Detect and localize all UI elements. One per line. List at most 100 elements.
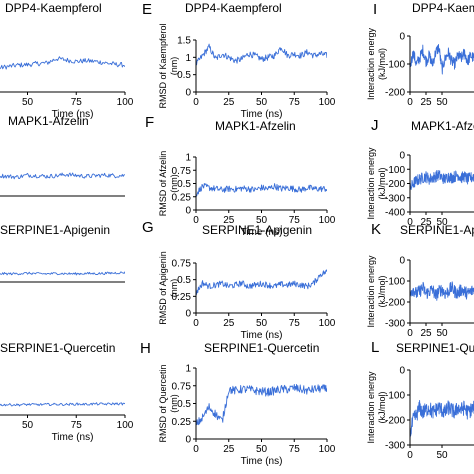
y-tick-label: 0	[399, 366, 405, 377]
panel-title: SERPINE1-Apigenin	[202, 223, 312, 237]
x-tick-label: 25	[223, 97, 235, 108]
x-tick-label: 50	[256, 318, 268, 329]
panel-4: 0 25 50 75 100 0 0.25 0.5 0.75 1 Time (ns) RMSD of …	[145, 114, 336, 238]
y-axis-label: Interaction energy(kJ/mol)	[366, 371, 387, 444]
x-tick-label: 25	[420, 328, 432, 339]
y-axis-label: Interaction energy(kJ/mol)	[366, 27, 387, 100]
x-tick-label: 0	[407, 328, 413, 339]
y-tick-label: 0	[399, 151, 405, 162]
x-tick-label: 50	[22, 97, 34, 108]
x-tick-label: 25	[420, 97, 432, 108]
y-tick-label: -100	[385, 60, 405, 71]
x-tick-label: 75	[289, 318, 301, 329]
series-line	[0, 271, 125, 276]
panel-title: SERPINE1-Querc	[396, 341, 474, 355]
y-axis-label: Interaction energy(kJ/mol)	[366, 147, 387, 220]
y-tick-label: -200	[385, 179, 405, 190]
x-tick-label: 50	[256, 444, 268, 455]
x-tick-label: 0	[193, 215, 199, 226]
series-line	[196, 43, 327, 66]
panel-letter: G	[142, 219, 154, 236]
series-line	[410, 281, 474, 301]
y-tick-label: -300	[385, 193, 405, 204]
panel-letter: F	[145, 114, 154, 131]
y-tick-label: 0.5	[177, 399, 191, 410]
panel-letter: K	[371, 221, 381, 238]
x-tick-label: 0	[407, 97, 413, 108]
y-tick-label: 0	[185, 309, 191, 320]
panel-title: SERPINE1-Api	[400, 223, 474, 237]
y-tick-label: -300	[385, 319, 405, 330]
y-tick-label: -100	[385, 277, 405, 288]
panel-title: MAPK1-Afzelin	[215, 119, 296, 133]
panel-10: 0 25 50 75 100 0 0.25 0.5 0.75 1 Time (ns) RMSD of …	[140, 340, 336, 467]
series-line	[410, 44, 474, 75]
x-tick-label: 50	[256, 97, 268, 108]
x-tick-label: 75	[289, 97, 301, 108]
y-tick-label: 0	[185, 206, 191, 217]
series-line	[196, 182, 327, 197]
panel-title: SERPINE1-Apigenin	[0, 223, 110, 237]
y-tick-label: -300	[385, 441, 405, 452]
series-line	[0, 402, 125, 407]
x-tick-label: 75	[289, 215, 301, 226]
y-tick-label: 1	[185, 364, 191, 375]
panel-letter: J	[371, 117, 379, 134]
y-tick-label: 0.25	[172, 192, 192, 203]
x-tick-label: 75	[71, 420, 83, 431]
x-tick-label: 0	[193, 318, 199, 329]
x-tick-label: 50	[436, 328, 448, 339]
panel-9: 50 75 100 Time (ns) SERPINE1-Quercetin	[0, 341, 134, 443]
x-tick-label: 0	[407, 450, 413, 461]
y-tick-label: 0.75	[172, 381, 192, 392]
x-tick-label: 100	[319, 215, 336, 226]
panel-title: MAPK1-Afzelin	[8, 114, 89, 128]
panel-letter: I	[373, 1, 377, 18]
x-tick-label: 25	[223, 318, 235, 329]
x-tick-label: 25	[223, 444, 235, 455]
y-tick-label: 1	[185, 153, 191, 164]
panel-6: SERPINE1-Apigenin	[0, 223, 125, 283]
panel-title: SERPINE1-Quercetin	[0, 341, 115, 355]
x-tick-label: 100	[117, 97, 134, 108]
y-tick-label: -400	[385, 208, 405, 219]
y-tick-label: -200	[385, 416, 405, 427]
y-tick-label: -100	[385, 391, 405, 402]
x-tick-label: 50	[256, 215, 268, 226]
x-axis-label: Time (ns)	[241, 227, 283, 238]
x-tick-label: 50	[436, 97, 448, 108]
x-axis-label: Time (ns)	[241, 456, 283, 467]
y-tick-label: -100	[385, 165, 405, 176]
panel-3: MAPK1-Afzelin	[0, 114, 125, 197]
y-tick-label: 1.5	[177, 36, 191, 47]
panel-title: DPP4-Kaempferol	[5, 1, 102, 15]
panel-title: DPP4-Kaempferol	[412, 1, 474, 15]
x-tick-label: 0	[407, 217, 413, 228]
x-axis-label: Time (ns)	[241, 109, 283, 120]
x-tick-label: 50	[436, 450, 448, 461]
panel-title: DPP4-Kaempferol	[185, 1, 282, 15]
x-tick-label: 100	[117, 420, 134, 431]
x-tick-label: 100	[319, 318, 336, 329]
y-tick-label: 0.5	[177, 275, 191, 286]
panel-letter: H	[140, 340, 151, 357]
y-tick-label: -200	[385, 88, 405, 99]
y-tick-label: 0.75	[172, 259, 192, 270]
x-tick-label: 25	[223, 215, 235, 226]
x-tick-label: 100	[319, 97, 336, 108]
y-tick-label: 0.5	[177, 179, 191, 190]
panel-letter: E	[142, 1, 152, 18]
series-line	[0, 56, 125, 70]
y-axis-label: RMSD of Apigenin(nm)	[158, 251, 179, 325]
panel-7: 0 25 50 75 100 0 0.25 0.5 0.75 Time (ns) RMSD of A…	[142, 219, 336, 341]
y-tick-label: 0.25	[172, 292, 192, 303]
y-axis-label: RMSD of Kaempferol(nm)	[158, 23, 179, 108]
y-tick-label: 0.5	[177, 70, 191, 81]
y-axis-label: RMSD of Afzelin(nm)	[158, 151, 179, 217]
x-tick-label: 25	[420, 217, 432, 228]
